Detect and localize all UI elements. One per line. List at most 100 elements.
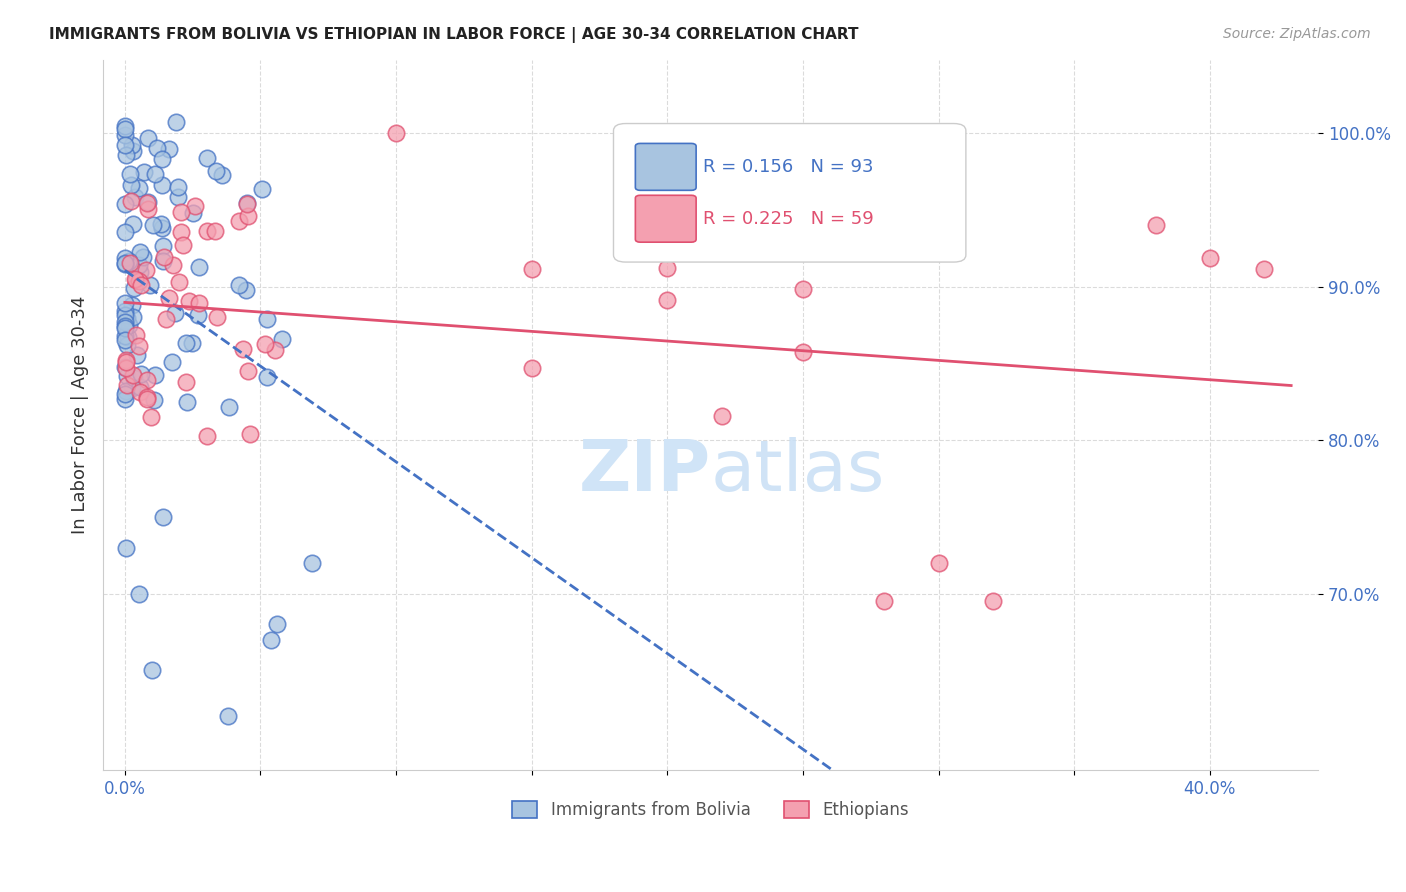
Point: [114, 128, 136, 142]
Point: [114, 308, 136, 322]
Point: [141, 410, 163, 425]
Point: [120, 167, 142, 181]
FancyBboxPatch shape: [613, 123, 966, 262]
Point: [136, 194, 159, 209]
Point: [121, 137, 143, 152]
Point: [195, 224, 218, 238]
Point: [157, 142, 180, 156]
Point: [162, 258, 184, 272]
Point: [128, 265, 150, 279]
Point: [115, 337, 138, 351]
Point: [152, 254, 174, 268]
Point: [1253, 262, 1275, 277]
Point: [114, 360, 136, 375]
Point: [520, 361, 543, 376]
Point: [181, 335, 204, 350]
Point: [122, 217, 145, 231]
Point: [657, 260, 679, 275]
Point: [143, 393, 166, 408]
Point: [163, 306, 186, 320]
Point: [1198, 252, 1220, 266]
Point: [117, 253, 139, 268]
Point: [114, 256, 136, 270]
Point: [142, 218, 165, 232]
Point: [115, 310, 138, 325]
Point: [236, 196, 259, 211]
Point: [167, 190, 190, 204]
Point: [117, 330, 139, 344]
Point: [150, 220, 173, 235]
Point: [128, 274, 150, 288]
Point: [138, 131, 160, 145]
Point: [228, 214, 250, 228]
Point: [118, 318, 141, 332]
Text: atlas: atlas: [710, 437, 886, 506]
Point: [132, 164, 155, 178]
Point: [187, 260, 209, 274]
Point: [184, 199, 207, 213]
Point: [114, 355, 136, 369]
Point: [121, 298, 143, 312]
Point: [121, 381, 143, 395]
Point: [981, 594, 1004, 608]
Point: [128, 180, 150, 194]
Point: [129, 368, 152, 382]
Point: [169, 205, 191, 219]
Point: [135, 392, 157, 406]
Point: [120, 194, 142, 209]
Point: [114, 329, 136, 343]
Point: [792, 282, 814, 296]
Point: [122, 144, 145, 158]
Point: [260, 632, 283, 647]
Point: [167, 180, 190, 194]
Point: [217, 709, 239, 723]
Point: [152, 239, 174, 253]
Point: [157, 292, 180, 306]
Text: Source: ZipAtlas.com: Source: ZipAtlas.com: [1223, 27, 1371, 41]
Point: [205, 164, 228, 178]
Point: [792, 344, 814, 359]
Point: [256, 370, 278, 384]
Point: [385, 126, 408, 140]
Point: [114, 321, 136, 335]
Point: [138, 277, 160, 292]
Point: [174, 375, 197, 389]
Point: [114, 319, 136, 334]
Point: [124, 190, 146, 204]
Point: [150, 217, 173, 231]
Point: [136, 390, 159, 404]
Point: [125, 328, 148, 343]
Point: [128, 380, 150, 394]
Point: [114, 296, 136, 310]
Point: [115, 541, 138, 555]
Point: [160, 355, 183, 369]
Point: [143, 167, 166, 181]
Point: [115, 378, 138, 392]
Point: [152, 509, 174, 524]
Y-axis label: In Labor Force | Age 30-34: In Labor Force | Age 30-34: [72, 295, 89, 534]
Text: IMMIGRANTS FROM BOLIVIA VS ETHIOPIAN IN LABOR FORCE | AGE 30-34 CORRELATION CHAR: IMMIGRANTS FROM BOLIVIA VS ETHIOPIAN IN …: [49, 27, 859, 43]
Point: [135, 195, 157, 210]
Point: [114, 315, 136, 329]
Point: [218, 401, 240, 415]
Point: [186, 308, 208, 322]
Point: [256, 311, 278, 326]
Point: [115, 360, 138, 375]
Point: [114, 197, 136, 211]
Point: [254, 336, 277, 351]
Point: [114, 251, 136, 265]
Point: [155, 312, 177, 326]
Point: [263, 343, 285, 357]
Point: [873, 594, 896, 608]
Point: [146, 141, 169, 155]
Point: [122, 310, 145, 324]
Point: [205, 310, 228, 324]
Point: [657, 293, 679, 308]
Point: [165, 115, 187, 129]
Point: [266, 617, 288, 632]
Point: [122, 281, 145, 295]
Point: [114, 392, 136, 406]
Point: [120, 256, 142, 270]
Point: [114, 353, 136, 368]
Point: [114, 121, 136, 136]
